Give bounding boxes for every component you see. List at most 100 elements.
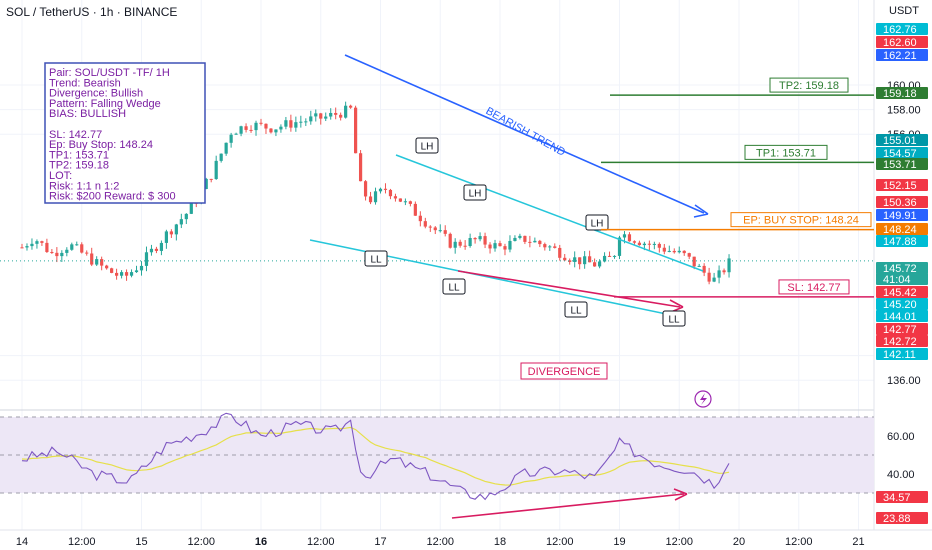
candle-body <box>159 242 164 251</box>
time-tick-label: 12:00 <box>785 536 813 548</box>
symbol-title[interactable]: SOL / TetherUS · 1h · BINANCE <box>6 5 178 19</box>
time-tick-label: 14 <box>16 536 28 548</box>
candle-body <box>443 230 447 234</box>
candle-body <box>722 270 726 273</box>
price-tag-text: 159.18 <box>883 88 917 100</box>
candle-body <box>299 121 303 123</box>
candle-body <box>189 202 193 214</box>
candle-body <box>428 226 432 228</box>
price-tag-text: 145.20 <box>883 299 917 311</box>
candle-body <box>423 221 427 227</box>
candle-body <box>528 241 532 243</box>
candle-body <box>368 196 373 203</box>
candle-body <box>458 241 462 246</box>
candle-body <box>593 262 597 267</box>
info-box-line: SL: 142.77 <box>49 129 102 141</box>
candle-body <box>274 129 278 133</box>
time-tick-label: 17 <box>374 536 386 548</box>
candle-body <box>75 244 79 246</box>
candle-body <box>543 244 547 248</box>
price-tag <box>876 298 928 310</box>
rsi-ma-line <box>21 426 730 486</box>
rsi-value-tag-text: 34.57 <box>883 492 911 504</box>
time-tick-label: 19 <box>613 536 625 548</box>
time-tick-label: 20 <box>733 536 745 548</box>
currency-label: USDT <box>889 5 919 17</box>
candle-body <box>513 237 517 241</box>
candle-body <box>607 255 612 257</box>
price-tag-text: 41:04 <box>883 274 911 286</box>
level-label: TP2: 159.18 <box>779 80 839 92</box>
candle-body <box>418 215 422 222</box>
candle-body <box>682 250 686 254</box>
time-tick-label: 12:00 <box>665 536 693 548</box>
candle-body <box>95 259 99 265</box>
candle-body <box>319 113 323 119</box>
candle-body <box>179 219 183 225</box>
candle-body <box>508 240 512 250</box>
candle-body <box>20 247 24 249</box>
candle-body <box>119 272 124 276</box>
price-tag <box>876 147 928 159</box>
swing-label-box <box>463 184 487 201</box>
price-tag-text: 145.72 <box>883 263 917 275</box>
swing-label-text: LL <box>448 283 460 294</box>
price-tag-text: 145.42 <box>883 287 917 299</box>
candle-body <box>344 105 348 118</box>
candle-body <box>617 237 622 256</box>
candle-body <box>35 241 39 244</box>
candle-body <box>652 243 656 245</box>
price-tag <box>876 286 928 298</box>
candle-body <box>284 120 288 127</box>
price-tag-text: 153.71 <box>883 159 917 171</box>
candle-body <box>727 258 731 273</box>
candle-body <box>378 188 383 192</box>
swing-label-box <box>662 310 686 327</box>
lightning-icon-glyph <box>700 393 707 405</box>
candle-body <box>573 257 577 262</box>
candle-body <box>393 196 398 199</box>
rsi-tick-label: 40.00 <box>887 469 915 481</box>
swing-label-text: LL <box>570 306 582 317</box>
candle-body <box>403 201 407 203</box>
candle-body <box>354 107 358 154</box>
candle-body <box>578 257 582 265</box>
candle-body <box>45 242 49 253</box>
candle-body <box>50 252 54 254</box>
price-tag <box>876 36 928 48</box>
candle-body <box>40 241 44 243</box>
candle-body <box>433 227 437 231</box>
swing-label-text: LL <box>370 255 382 266</box>
candle-body <box>254 122 258 131</box>
swing-label-box <box>415 137 439 154</box>
candle-body <box>85 252 89 254</box>
rsi-tick-label: 60.00 <box>887 431 915 443</box>
candle-body <box>702 265 706 273</box>
price-tag <box>876 179 928 191</box>
candle-body <box>538 240 542 245</box>
candle-body <box>622 234 627 238</box>
price-tag <box>876 23 928 35</box>
price-tick-label: 158.00 <box>887 105 921 117</box>
price-tag-text: 142.11 <box>883 349 916 361</box>
price-tag-text: 162.76 <box>883 24 917 36</box>
candle-body <box>398 198 403 202</box>
candle-body <box>478 236 482 240</box>
candle-body <box>65 249 69 253</box>
price-tag <box>876 335 928 347</box>
candle-body <box>473 237 477 240</box>
swing-label-ll: LL <box>364 250 388 267</box>
info-box-frame <box>44 62 206 204</box>
rsi-value-tag-text: 23.88 <box>883 513 911 525</box>
info-box-line: LOT: <box>49 170 72 182</box>
swing-label-text: LH <box>469 189 482 200</box>
divergence-label-box <box>520 362 608 380</box>
price-tag-text: 149.91 <box>883 210 917 222</box>
candle-body <box>588 256 592 263</box>
candle-body <box>498 243 502 247</box>
price-tag-text: 162.60 <box>883 37 917 49</box>
candle-body <box>383 188 388 190</box>
candle-body <box>249 129 253 131</box>
